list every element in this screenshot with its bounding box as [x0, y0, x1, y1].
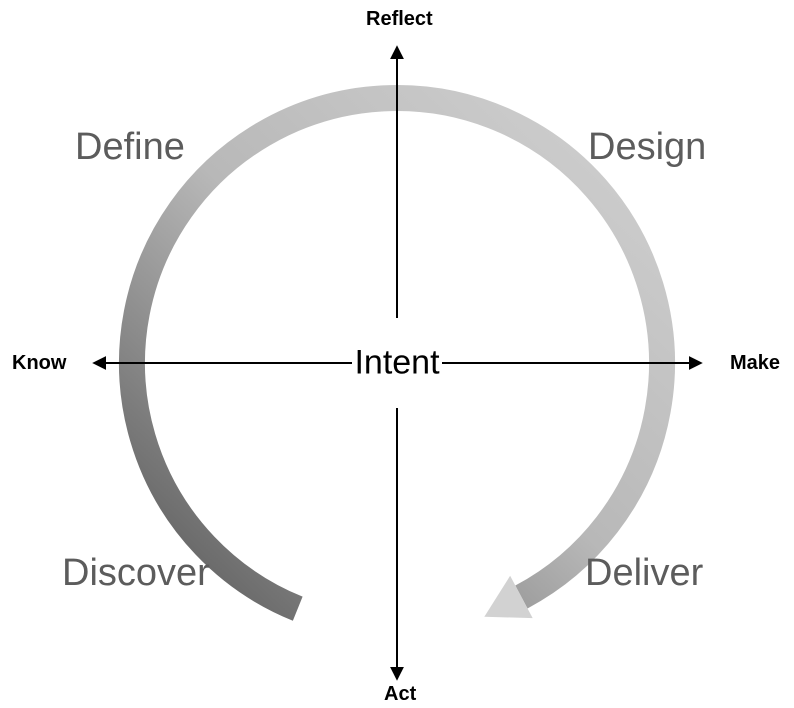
axis-label-left: Know: [12, 352, 66, 375]
center-label: Intent: [354, 344, 439, 383]
process-diagram: Intent Reflect Act Know Make Define Desi…: [0, 0, 794, 708]
quadrant-label-deliver: Deliver: [585, 552, 703, 595]
axis-label-top: Reflect: [366, 8, 433, 31]
quadrant-label-discover: Discover: [62, 552, 210, 595]
quadrant-label-define: Define: [75, 126, 185, 169]
quadrant-label-design: Design: [588, 126, 706, 169]
axis-label-bottom: Act: [384, 683, 416, 706]
axis-label-right: Make: [730, 352, 780, 375]
